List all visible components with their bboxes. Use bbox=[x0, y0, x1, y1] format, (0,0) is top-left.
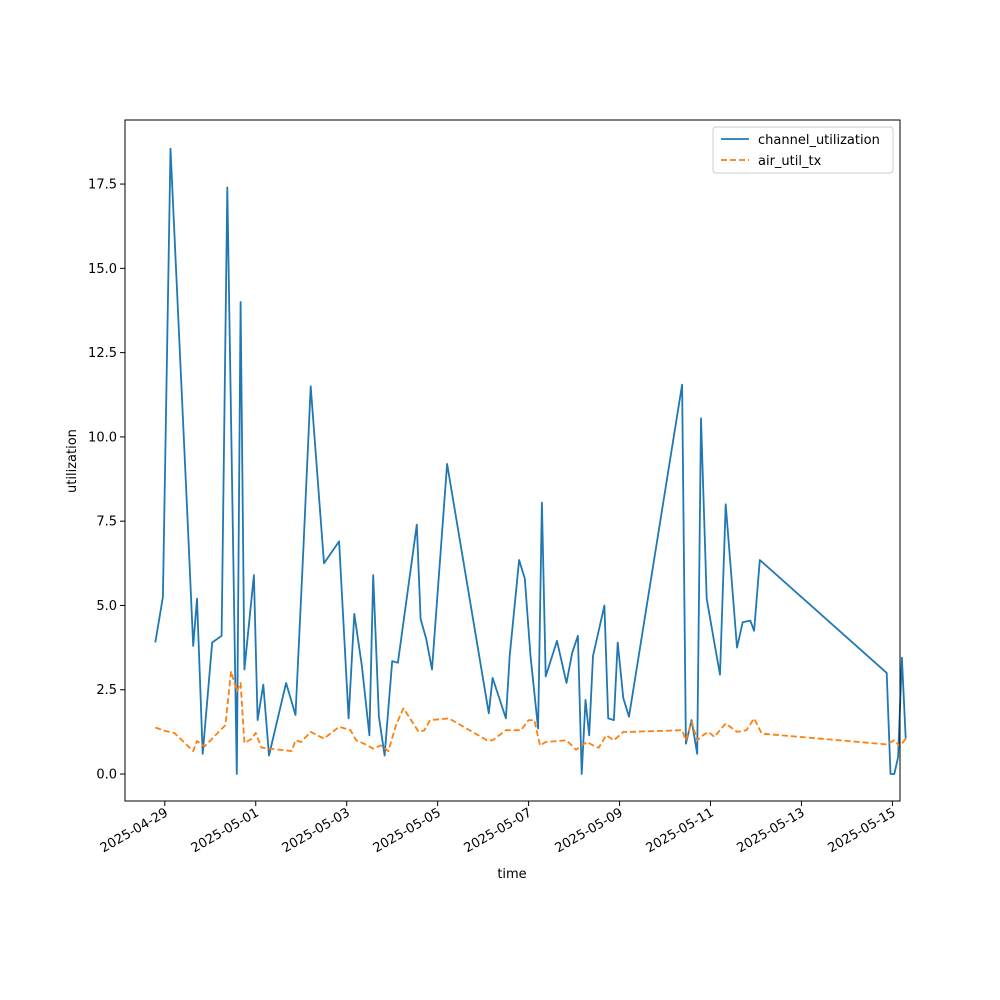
y-tick-label: 0.0 bbox=[96, 768, 117, 783]
series-line-air-util-tx bbox=[154, 670, 907, 752]
series-line-channel-utilization bbox=[154, 147, 907, 775]
y-axis-label: utilization bbox=[65, 429, 80, 493]
plot-area bbox=[125, 120, 900, 801]
y-tick-label: 17.5 bbox=[88, 178, 117, 193]
x-axis-label: time bbox=[497, 867, 526, 882]
y-tick-label: 7.5 bbox=[96, 515, 117, 530]
y-axis: 0.0 2.5 5.0 7.5 10.0 12.5 15.0 17.5 bbox=[88, 178, 125, 783]
legend-label-air-util-tx: air_util_tx bbox=[758, 154, 822, 169]
y-tick-label: 5.0 bbox=[96, 599, 117, 614]
legend: channel_utilization air_util_tx bbox=[712, 126, 894, 174]
y-tick-label: 12.5 bbox=[88, 346, 117, 361]
series-layer bbox=[154, 147, 907, 775]
legend-frame bbox=[712, 126, 894, 174]
y-tick-label: 2.5 bbox=[96, 683, 117, 698]
y-tick-label: 15.0 bbox=[88, 262, 117, 277]
legend-label-channel-utilization: channel_utilization bbox=[758, 133, 880, 148]
y-tick-label: 10.0 bbox=[88, 430, 117, 445]
plot-frame bbox=[124, 119, 901, 802]
